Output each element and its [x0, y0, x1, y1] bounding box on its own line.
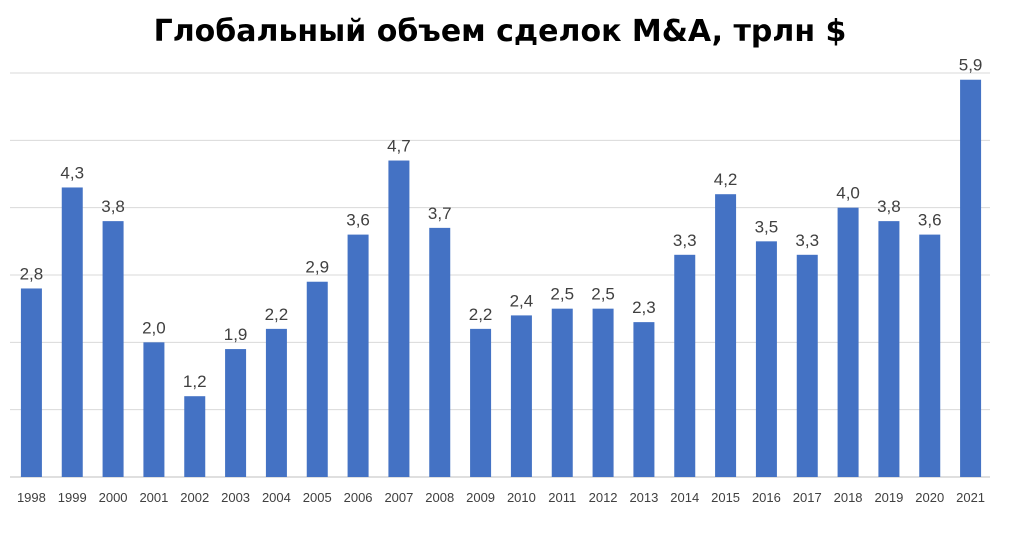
x-tick-label-2006: 2006: [344, 490, 373, 505]
value-label-2020: 3,6: [918, 211, 942, 230]
value-label-2012: 2,5: [591, 285, 615, 304]
bar-2006: [347, 234, 369, 477]
bar-2008: [429, 227, 451, 477]
x-tick-label-2001: 2001: [139, 490, 168, 505]
value-label-2009: 2,2: [469, 305, 493, 324]
x-tick-label-1998: 1998: [17, 490, 46, 505]
bar-2001: [143, 342, 165, 477]
value-label-2010: 2,4: [510, 291, 534, 310]
value-label-2011: 2,5: [550, 285, 574, 304]
bar-2010: [510, 315, 532, 477]
bar-2009: [470, 328, 492, 477]
value-label-2001: 2,0: [142, 318, 166, 337]
bar-1999: [61, 187, 83, 477]
bar-2015: [715, 194, 737, 477]
bar-2013: [633, 322, 655, 477]
x-tick-label-2009: 2009: [466, 490, 495, 505]
bar-2011: [551, 308, 573, 477]
x-tick-label-2005: 2005: [303, 490, 332, 505]
x-tick-label-2008: 2008: [425, 490, 454, 505]
x-tick-label-2004: 2004: [262, 490, 291, 505]
value-label-2019: 3,8: [877, 197, 901, 216]
bar-2000: [102, 221, 124, 477]
x-tick-label-2015: 2015: [711, 490, 740, 505]
x-tick-label-2019: 2019: [874, 490, 903, 505]
x-tick-label-2018: 2018: [834, 490, 863, 505]
x-tick-label-2021: 2021: [956, 490, 985, 505]
bar-2005: [306, 281, 328, 477]
x-tick-label-2000: 2000: [99, 490, 128, 505]
x-tick-label-2011: 2011: [548, 490, 576, 505]
value-label-2000: 3,8: [101, 197, 125, 216]
value-label-2007: 4,7: [387, 137, 411, 156]
value-label-2014: 3,3: [673, 231, 697, 250]
value-label-2006: 3,6: [346, 211, 370, 230]
value-label-2003: 1,9: [224, 325, 248, 344]
chart-title: Глобальный объем сделок M&A, трлн $: [153, 14, 847, 49]
bar-2012: [592, 308, 614, 477]
x-tick-label-2002: 2002: [180, 490, 209, 505]
bar-2007: [388, 160, 410, 478]
value-label-1998: 2,8: [20, 264, 44, 283]
x-tick-label-2010: 2010: [507, 490, 536, 505]
value-label-2015: 4,2: [714, 170, 738, 189]
x-tick-label-2016: 2016: [752, 490, 781, 505]
value-label-2018: 4,0: [836, 184, 860, 203]
x-tick-label-2003: 2003: [221, 490, 250, 505]
value-label-2021: 5,9: [959, 56, 983, 75]
x-tick-label-2007: 2007: [384, 490, 413, 505]
bar-1998: [20, 288, 42, 477]
value-label-2005: 2,9: [305, 258, 329, 277]
bar-2004: [265, 328, 287, 477]
bars: [20, 79, 982, 478]
value-label-2013: 2,3: [632, 298, 656, 317]
bar-2018: [837, 207, 859, 477]
value-label-2004: 2,2: [265, 305, 289, 324]
gridlines: [10, 72, 990, 478]
value-label-2016: 3,5: [755, 217, 779, 236]
value-label-2017: 3,3: [795, 231, 819, 250]
bar-2003: [225, 349, 247, 477]
value-label-1999: 4,3: [60, 163, 84, 182]
x-tick-labels: 1998 1999 2000 2001 2002 2003 2004 2005 2006 2007…: [17, 490, 985, 505]
value-label-2008: 3,7: [428, 204, 452, 223]
x-tick-label-2020: 2020: [915, 490, 944, 505]
bar-2020: [919, 234, 941, 477]
bar-2017: [796, 254, 818, 477]
bar-2016: [755, 241, 777, 477]
bar-2021: [960, 79, 982, 477]
bar-2014: [674, 254, 696, 477]
x-tick-label-2012: 2012: [589, 490, 618, 505]
x-tick-label-2013: 2013: [629, 490, 658, 505]
x-tick-label-2014: 2014: [670, 490, 699, 505]
value-labels: 2,8 4,3 3,8 2,0 1,2 1,9 2,2 2,9 3,6 4,7 3,7 2,2 2,4 2…: [20, 56, 983, 391]
x-tick-label-2017: 2017: [793, 490, 822, 505]
value-label-2002: 1,2: [183, 372, 207, 391]
bar-2002: [184, 396, 206, 477]
bar-2019: [878, 221, 900, 477]
x-tick-label-1999: 1999: [58, 490, 87, 505]
